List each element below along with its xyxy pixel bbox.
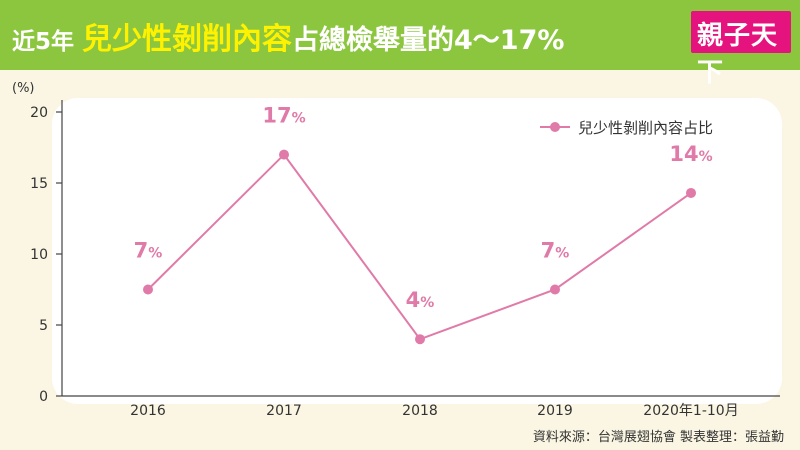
x-tick-label: 2018 [402,403,438,419]
data-point [415,334,425,345]
legend-marker [540,122,570,132]
legend-label: 兒少性剝削內容占比 [578,118,714,137]
header-bar: 近5年 兒少性剝削內容 占總檢舉量的4～17% 親子天下 [0,0,800,88]
y-tick-label: 15 [30,176,48,192]
x-tick-label: 2019 [537,403,573,419]
data-label: 4% [406,288,435,312]
data-point [143,284,153,295]
title-prefix: 近5年 [12,29,75,55]
source-note: 資料來源：台灣展翅協會 製表整理：張益勤 [532,430,784,445]
logo-text: 親子天下 [697,21,779,88]
y-tick-label: 5 [39,318,48,334]
y-tick-label: 0 [39,389,48,405]
y-tick-label: 20 [30,105,48,121]
data-point [686,187,696,198]
x-tick-label: 2016 [130,403,166,419]
chart-card [52,98,782,404]
data-point [279,149,289,160]
legend-dot [550,122,560,132]
data-label: 14% [669,142,712,166]
x-tick-label: 2017 [266,403,302,419]
page-title: 近5年 兒少性剝削內容 占總檢舉量的4～17% [12,14,565,57]
x-tick-label: 2020年1-10月 [643,403,738,419]
y-unit-label: (%) [12,81,35,96]
data-label: 7% [541,239,570,263]
data-point [550,284,560,295]
title-highlight: 兒少性剝削內容 [82,22,293,57]
data-label: 17% [262,104,305,128]
brand-logo: 親子天下 [691,11,791,88]
title-suffix: 占總檢舉量的4～17% [292,25,565,56]
y-tick-label: 10 [30,247,48,263]
data-label: 7% [134,239,163,263]
chart-legend: 兒少性剝削內容占比 [540,116,713,138]
